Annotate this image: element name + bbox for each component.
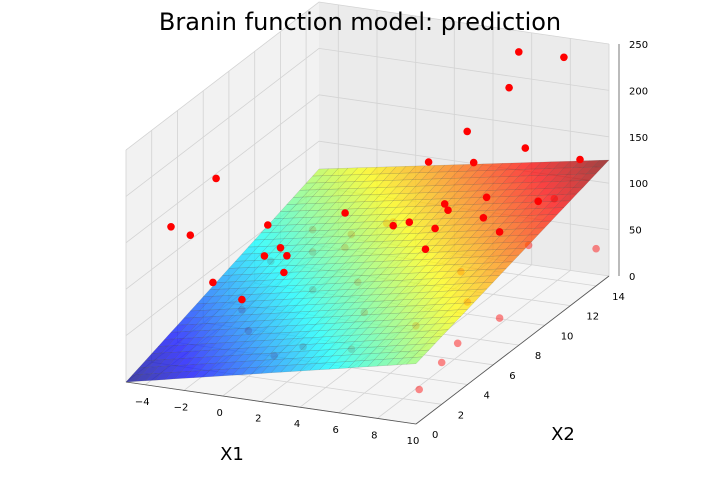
data-point: [521, 144, 530, 152]
data-point: [424, 158, 433, 166]
grid-line-z: [125, 94, 610, 244]
y-tick-label: 14: [612, 292, 625, 303]
data-point: [341, 209, 349, 217]
x-axis-label: X1: [220, 444, 244, 465]
data-point: [389, 221, 398, 230]
x-axis-line: [125, 381, 417, 425]
x-tick-label: 4: [294, 419, 300, 430]
x-tick-label: 2: [255, 414, 261, 425]
surface-cell: [405, 356, 423, 365]
data-point: [415, 385, 424, 394]
x-tick-label: 0: [217, 408, 223, 419]
data-point: [453, 339, 462, 348]
z-tick-label: 0: [629, 272, 635, 283]
data-point: [444, 206, 452, 214]
data-point: [495, 314, 504, 322]
z-tick-label: 200: [629, 86, 648, 97]
data-point: [505, 83, 513, 92]
points-on-surface: [167, 48, 584, 304]
data-point: [405, 218, 414, 226]
y-tick-label: 8: [535, 351, 541, 362]
data-point: [186, 231, 195, 239]
z-tick-label: 50: [629, 226, 642, 237]
data-point: [482, 193, 491, 202]
data-point: [534, 197, 542, 206]
left-pane: [126, 2, 319, 382]
data-point: [440, 200, 449, 208]
data-point: [560, 53, 568, 62]
data-point: [469, 158, 478, 167]
data-point: [280, 268, 288, 277]
y-axis-line: [415, 275, 610, 425]
x-tick-label: 6: [333, 425, 339, 436]
data-point: [495, 228, 504, 236]
y-tick-label: 6: [509, 371, 515, 382]
data-point: [212, 174, 220, 183]
grid-line-z: [125, 1, 610, 151]
data-point: [479, 214, 488, 222]
prediction-surface: [125, 159, 610, 383]
x-tick-label: −4: [135, 397, 150, 408]
data-point: [431, 224, 439, 233]
z-tick-label: 100: [629, 179, 648, 190]
data-point: [283, 252, 291, 260]
data-point: [437, 358, 446, 367]
z-tick-label: 150: [629, 133, 648, 144]
y-tick-label: 0: [432, 430, 438, 441]
data-point: [264, 221, 272, 229]
y-tick-label: 4: [484, 391, 490, 402]
y-tick-label: 12: [586, 312, 599, 323]
y-tick-label: 10: [561, 331, 574, 342]
y-axis-label: X2: [551, 424, 575, 445]
x-tick-label: 8: [371, 430, 377, 441]
x-tick-label: −2: [174, 402, 189, 413]
data-point: [167, 223, 175, 231]
grid-line-z: [125, 47, 610, 197]
data-point: [515, 48, 523, 56]
data-point: [463, 127, 472, 136]
data-point: [592, 244, 600, 253]
x-tick-label: 10: [407, 436, 420, 447]
data-point: [238, 295, 246, 304]
data-point: [209, 278, 217, 287]
chart-title: Branin function model: prediction: [159, 8, 561, 36]
data-point: [421, 245, 430, 253]
data-point: [276, 244, 285, 252]
y-tick-label: 2: [458, 410, 464, 421]
data-point: [576, 155, 584, 164]
data-point: [260, 252, 269, 260]
axis-lines: [125, 44, 620, 425]
z-tick-label: 250: [629, 40, 648, 51]
